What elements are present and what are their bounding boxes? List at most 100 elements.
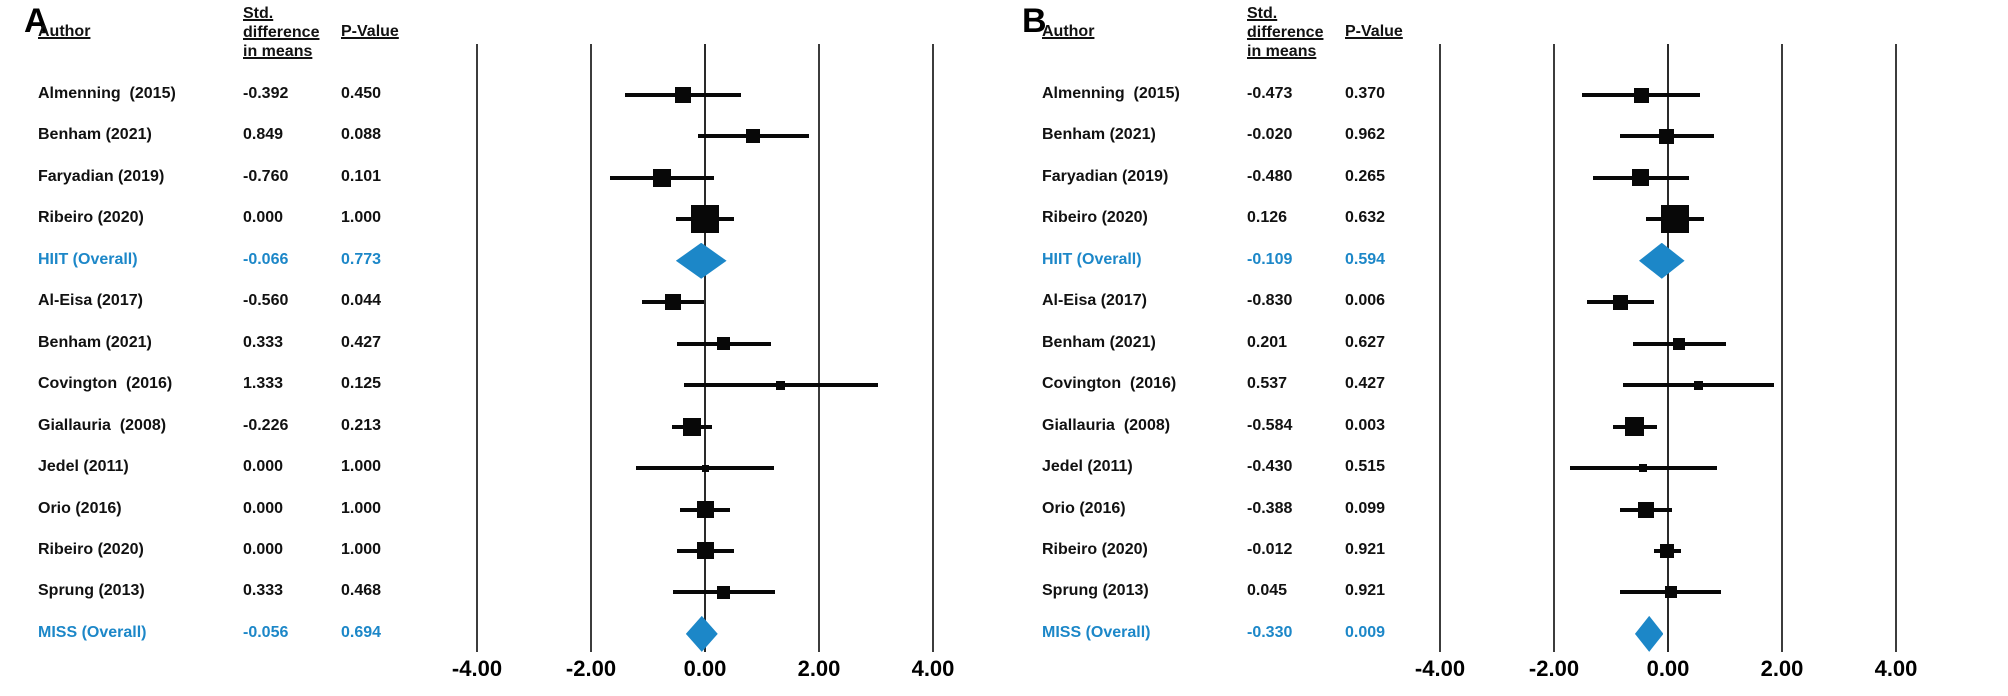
row-p-value: 0.006 [1345,292,1386,310]
effect-size-square-marker [696,542,714,560]
row-p-value: 0.044 [341,292,382,310]
effect-size-square-marker [776,380,786,390]
row-std-difference-value: -0.560 [243,292,289,310]
column-header-author: Author [38,22,90,41]
x-axis-tick-label: 4.00 [1874,656,1918,681]
effect-size-square-marker [683,417,702,436]
gridline [1439,44,1441,652]
row-author: Orio (2016) [1042,499,1126,517]
row-std-difference-value: 0.201 [1247,333,1288,351]
effect-size-square-marker [696,501,714,518]
x-axis-tick-label: 4.00 [911,656,955,681]
row-std-difference-value: 0.000 [243,499,284,517]
panel-label-b: B [1022,2,1047,40]
column-header-author: Author [1042,22,1094,41]
std-difference-header-line: Std. [243,5,274,22]
effect-size-square-marker [1632,169,1650,187]
row-std-difference-value: -0.392 [243,85,289,102]
x-axis-tick-label: 0.00 [1646,656,1690,681]
effect-size-square-marker [1633,87,1649,103]
overall-effect-diamond-marker [1634,615,1664,652]
row-p-value: 0.370 [1345,85,1386,102]
effect-size-square-marker [717,585,731,599]
row-std-difference-value: -0.830 [1247,292,1293,310]
x-axis-tick-label: -2.00 [565,656,617,681]
row-std-difference-value: -0.012 [1247,540,1293,558]
effect-size-square-marker [1694,380,1704,390]
row-author: Almenning (2015) [1042,85,1180,102]
row-std-difference-value: 0.537 [1247,375,1288,393]
row-std-difference-value: 0.333 [243,582,284,600]
row-author: Benham (2021) [1042,126,1156,144]
row-std-difference-value: 0.333 [243,333,284,351]
row-p-value: 0.450 [341,85,382,102]
row-author: HIIT (Overall) [1042,250,1142,268]
effect-size-square-marker [652,168,671,187]
row-p-value: 1.000 [341,458,382,476]
row-p-value: 0.468 [341,582,382,600]
row-p-value: 0.088 [341,126,382,144]
effect-size-square-marker [1613,294,1629,310]
row-std-difference-value: -0.584 [1247,416,1293,434]
row-p-value: 0.265 [1345,167,1386,185]
row-author: Al-Eisa (2017) [1042,292,1147,310]
row-std-difference-value: -0.760 [243,167,289,185]
effect-size-square-marker [1664,586,1677,599]
std-difference-header-line: Std. [1247,5,1278,22]
row-author: Covington (2016) [1042,375,1177,393]
row-author: HIIT (Overall) [38,250,138,268]
std-difference-header-line: difference [243,24,320,41]
effect-size-square-marker [1639,464,1648,473]
row-std-difference-value: 0.000 [243,209,284,227]
row-author: Ribeiro (2020) [38,209,144,227]
row-p-value: 0.125 [341,375,382,393]
row-std-difference-value: 0.126 [1247,209,1288,227]
row-p-value: 1.000 [341,540,382,558]
row-author: Orio (2016) [38,499,122,517]
row-author: Sprung (2013) [38,582,145,600]
author-header-text: Author [38,23,91,40]
column-header-std-difference: Std. difference in means [243,4,319,61]
row-author: Ribeiro (2020) [1042,209,1148,227]
row-author: Ribeiro (2020) [38,540,144,558]
row-author: Jedel (2011) [38,458,129,476]
gridline [1895,44,1897,652]
gridline [590,44,592,652]
row-author: Sprung (2013) [1042,582,1149,600]
author-header-text: Author [1042,23,1095,40]
effect-size-square-marker [674,87,691,103]
row-p-value: 0.427 [341,333,382,351]
effect-size-square-marker [691,205,719,234]
row-std-difference-value: -0.430 [1247,458,1293,476]
row-author: Benham (2021) [38,333,152,351]
row-std-difference-value: -0.480 [1247,167,1293,185]
x-axis-tick-label: -4.00 [451,656,503,681]
gridline [1781,44,1783,652]
row-std-difference-value: -0.056 [243,623,289,641]
row-author: Covington (2016) [38,375,173,393]
row-p-value: 1.000 [341,209,382,227]
row-std-difference-value: -0.473 [1247,85,1293,102]
overall-effect-diamond-marker [685,615,718,652]
effect-size-square-marker [1625,417,1645,437]
row-p-value: 0.427 [1345,375,1386,393]
p-value-header-text: P-Value [341,23,399,40]
x-axis-tick-label: 2.00 [797,656,841,681]
zero-gridline [704,44,706,652]
row-author: MISS (Overall) [1042,623,1151,641]
row-p-value: 0.594 [1345,250,1386,268]
row-std-difference-value: -0.226 [243,416,289,434]
row-p-value: 0.213 [341,416,382,434]
effect-size-square-marker [701,464,709,472]
x-axis-tick-label: -4.00 [1414,656,1466,681]
row-p-value: 0.627 [1345,333,1386,351]
overall-effect-diamond-marker [675,242,727,279]
row-p-value: 0.099 [1345,499,1386,517]
effect-size-square-marker [665,294,682,311]
row-p-value: 0.921 [1345,582,1386,600]
row-std-difference-value: 0.849 [243,126,284,144]
effect-size-square-marker [1661,205,1690,234]
effect-size-square-marker [1659,128,1675,144]
row-std-difference-value: 1.333 [243,375,284,393]
row-p-value: 0.003 [1345,416,1386,434]
